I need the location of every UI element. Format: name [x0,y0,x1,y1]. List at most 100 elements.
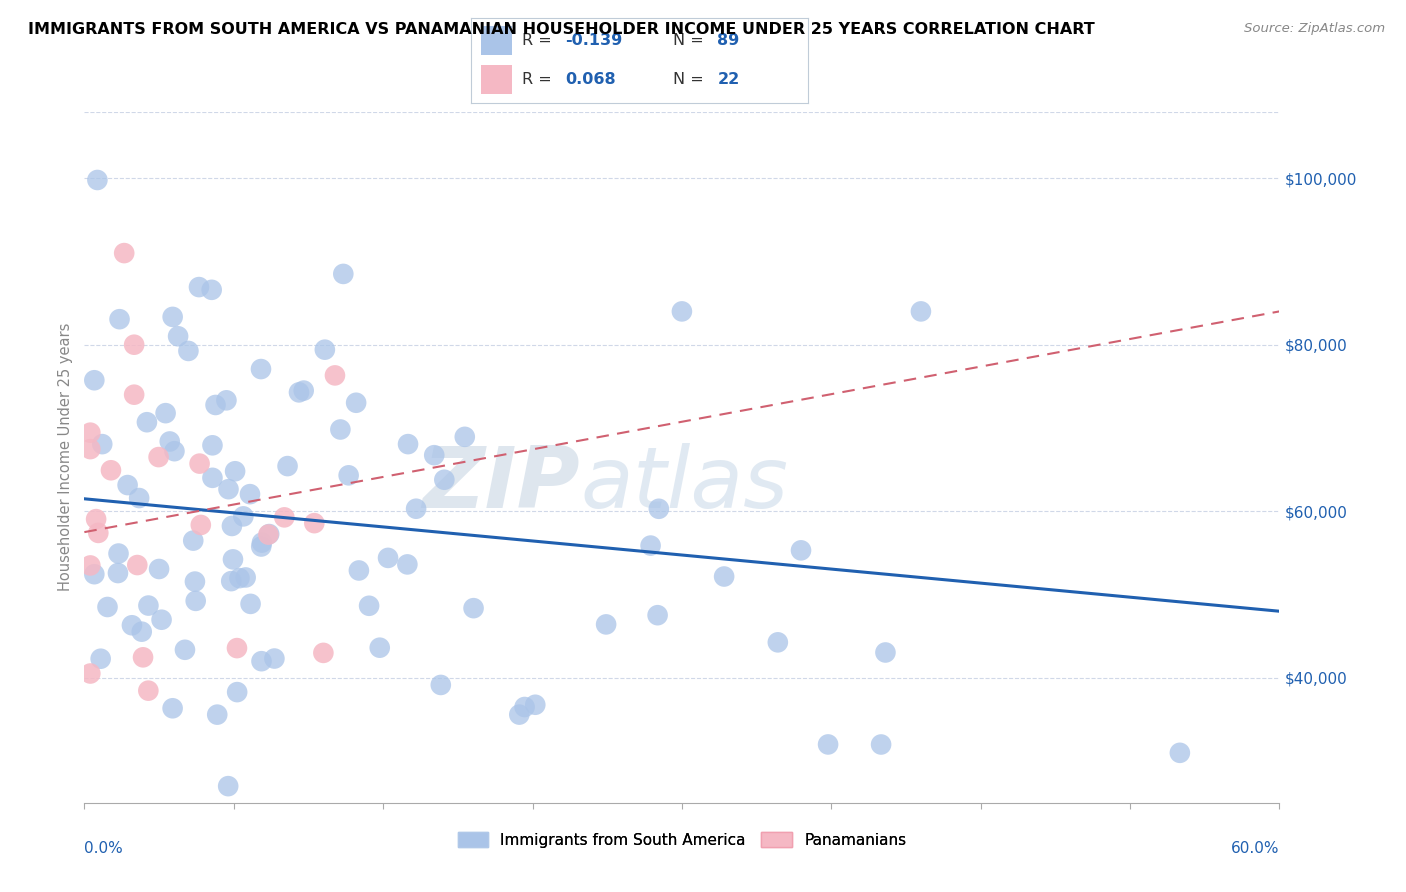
Point [430,678,453,692]
Point [875,645,897,659]
Point [359,599,381,613]
FancyBboxPatch shape [481,65,512,95]
Point [713,569,735,583]
Point [910,304,932,318]
Text: -0.139: -0.139 [565,33,623,48]
Point [263,651,285,665]
Point [107,547,129,561]
Point [131,624,153,639]
Point [107,566,129,580]
Point [648,501,671,516]
Point [184,594,207,608]
Point [817,738,839,752]
Text: N =: N = [673,33,710,48]
Text: R =: R = [522,33,557,48]
Point [148,450,170,464]
Point [138,683,160,698]
Point [221,519,243,533]
Y-axis label: Householder Income Under 25 years: Householder Income Under 25 years [58,323,73,591]
Point [250,540,273,554]
Text: 22: 22 [717,72,740,87]
Point [86,173,108,187]
Text: R =: R = [522,72,557,87]
Point [148,562,170,576]
Point [396,558,419,572]
Point [396,437,419,451]
Point [162,310,184,324]
Point [405,501,427,516]
Point [188,457,211,471]
Point [83,373,105,387]
Point [121,618,143,632]
Point [232,509,254,524]
Point [201,471,224,485]
Point [524,698,547,712]
Point [207,707,229,722]
Point [132,650,155,665]
Point [90,651,112,665]
Point [766,635,789,649]
Point [595,617,617,632]
Legend: Immigrants from South America, Panamanians: Immigrants from South America, Panamania… [451,826,912,854]
Point [204,398,226,412]
Text: N =: N = [673,72,710,87]
Point [190,518,212,533]
Text: 0.068: 0.068 [565,72,616,87]
Point [79,425,101,440]
Point [314,343,336,357]
Point [87,525,110,540]
Text: Source: ZipAtlas.com: Source: ZipAtlas.com [1244,22,1385,36]
Point [217,779,239,793]
Point [201,283,224,297]
Point [201,438,224,452]
Point [790,543,813,558]
Point [332,267,354,281]
Point [323,368,346,383]
Point [117,478,139,492]
Point [83,567,105,582]
Point [250,535,273,549]
Point [277,459,299,474]
Point [112,246,135,260]
FancyBboxPatch shape [481,27,512,55]
Point [368,640,391,655]
Point [288,385,311,400]
Point [257,527,280,541]
Point [329,422,352,436]
Point [128,491,150,505]
Point [138,599,160,613]
Text: IMMIGRANTS FROM SOUTH AMERICA VS PANAMANIAN HOUSEHOLDER INCOME UNDER 25 YEARS CO: IMMIGRANTS FROM SOUTH AMERICA VS PANAMAN… [28,22,1095,37]
Point [423,448,446,462]
Point [292,384,315,398]
Point [91,437,114,451]
Point [239,597,262,611]
Point [135,415,157,429]
Text: 60.0%: 60.0% [1232,841,1279,855]
Point [218,482,240,496]
Point [181,533,204,548]
Point [377,550,399,565]
Point [235,570,257,584]
Point [347,564,370,578]
Point [162,701,184,715]
Point [312,646,335,660]
Point [96,599,118,614]
Point [454,430,477,444]
Point [250,362,273,376]
Point [640,539,662,553]
Point [508,707,530,722]
Point [224,464,246,478]
Text: 0.0%: 0.0% [84,841,124,855]
Point [433,473,456,487]
Point [257,527,280,541]
Point [222,552,245,566]
Text: ZIP: ZIP [423,443,581,526]
Point [344,396,367,410]
Point [79,666,101,681]
Point [250,654,273,668]
Text: atlas: atlas [581,443,789,526]
Point [647,608,669,623]
Point [79,442,101,456]
Point [184,574,207,589]
Point [155,406,177,420]
